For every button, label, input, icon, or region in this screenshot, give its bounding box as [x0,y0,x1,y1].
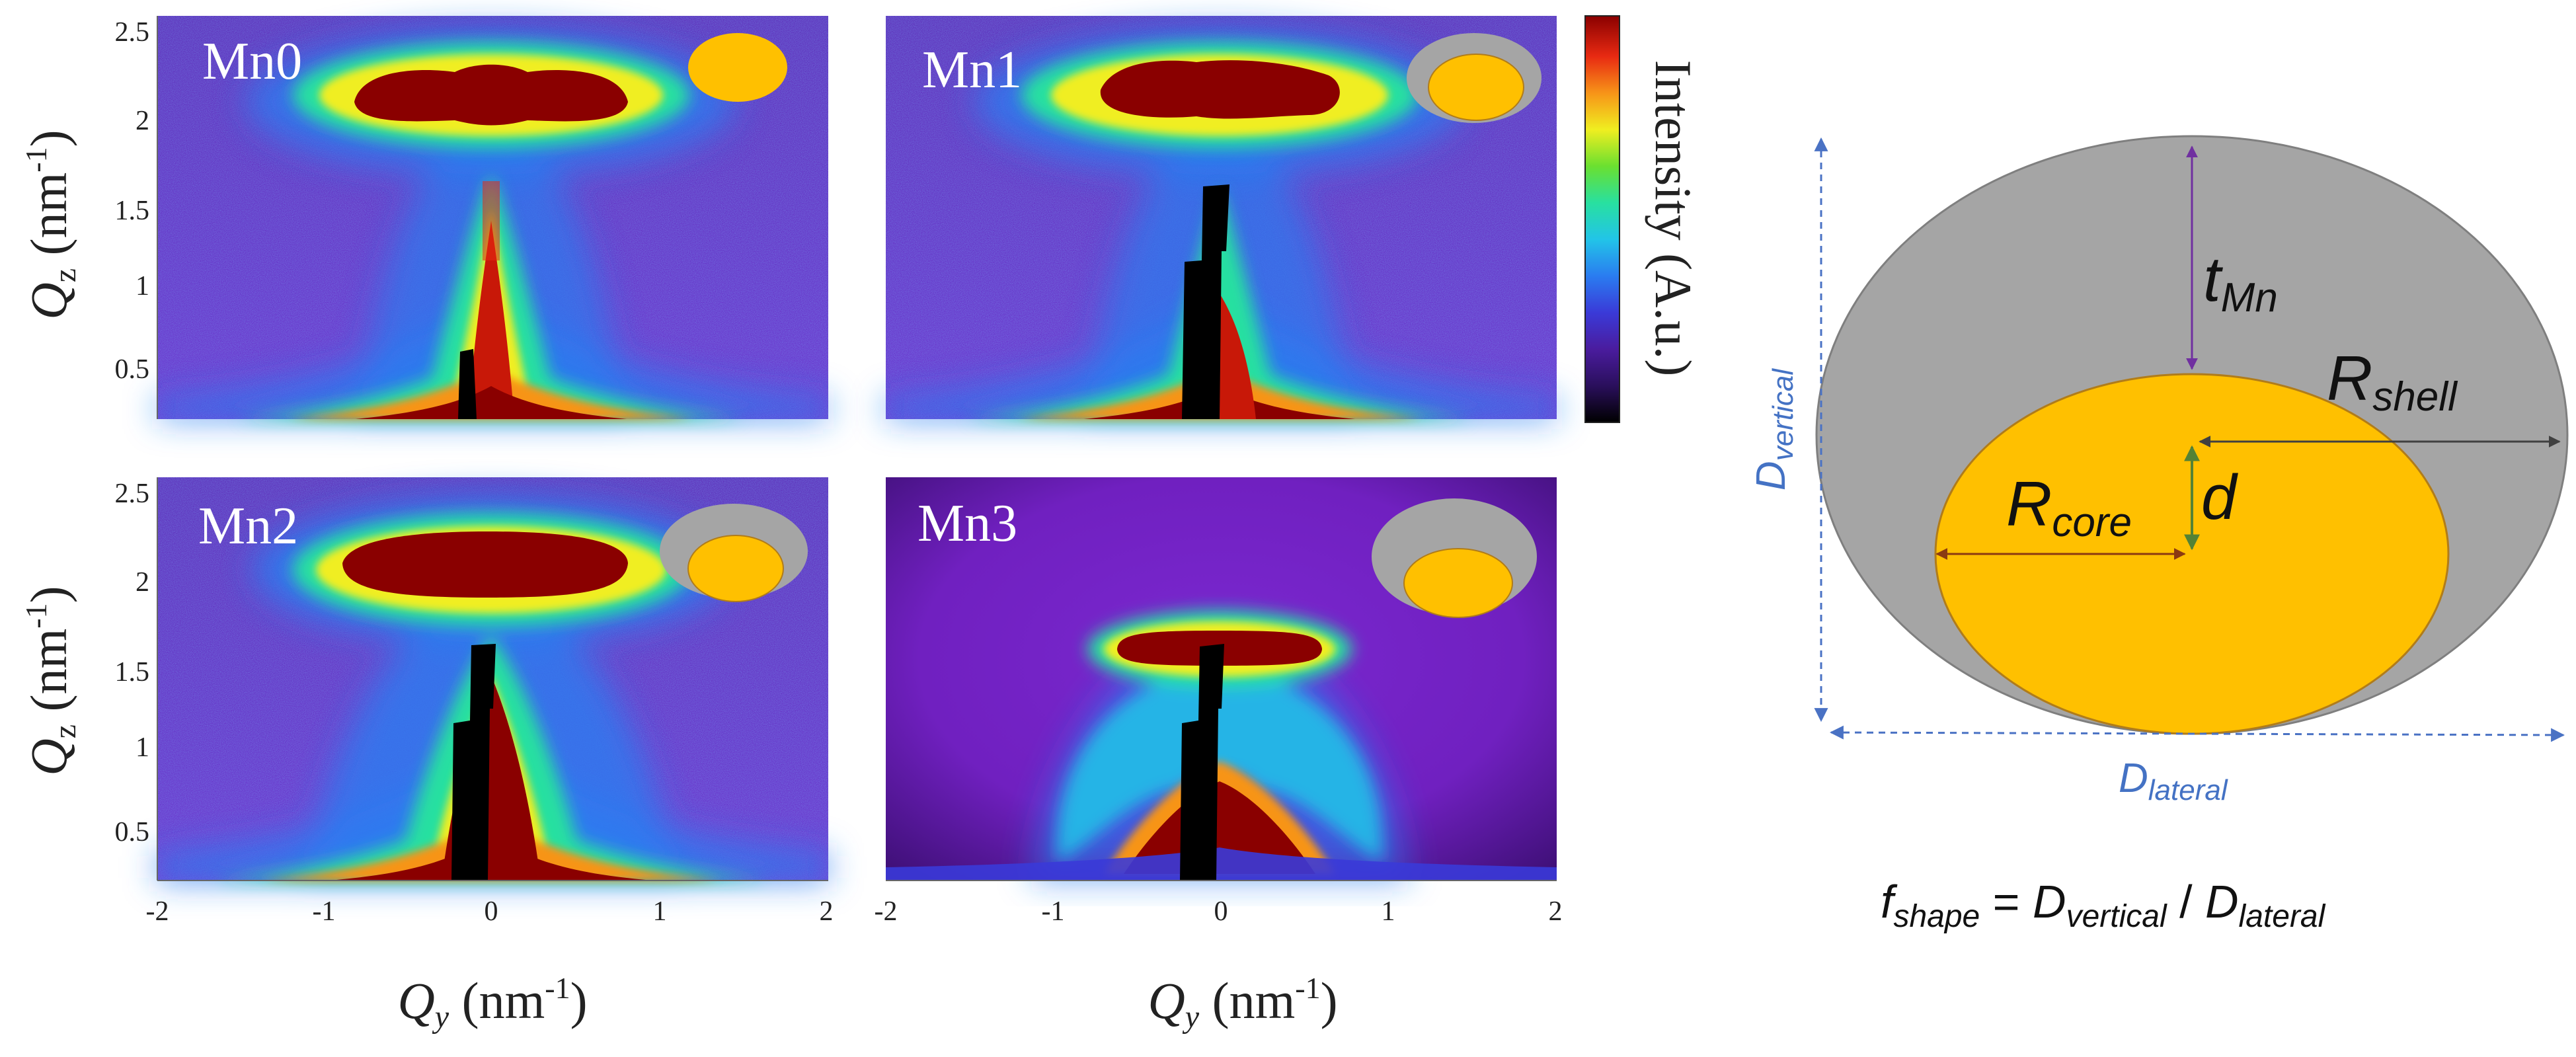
core-shell-diagram: Dvertical Dlateral tMn Rshell Rcore d fs… [1748,135,2569,934]
x-axis-left: -2 -1 0 1 2 [146,880,834,927]
colorbar-label: Intensity (A.u.) [1645,60,1702,377]
y-tick: 2 [136,106,149,136]
x-axis-label-right: Qy (nm-1) [1148,971,1337,1035]
panel-label: Mn3 [917,494,1017,553]
y-tick: 2 [136,567,149,598]
x-tick: -2 [875,896,898,927]
x-axis-right: -2 -1 0 1 2 [875,880,1563,927]
x-tick: 1 [1382,896,1395,927]
y-axis-bottom: 2.5 2 1.5 1 0.5 [115,477,158,881]
d-lateral-label: Dlateral [2119,756,2228,806]
y-tick: 1.5 [115,196,150,226]
panel-label: Mn1 [922,41,1022,99]
x-tick: 0 [485,896,498,927]
svg-text:Qy (nm-1): Qy (nm-1) [1148,971,1337,1035]
colorbar: Intensity (A.u.) [1584,15,1702,423]
x-tick: -2 [146,896,169,927]
y-axis-label-bottom: Qz (nm-1) [19,586,83,775]
y-tick: 0.5 [115,817,150,847]
panel-mn3: Mn3 [886,477,1557,881]
d-lateral-arrow [1829,725,2565,742]
x-tick: 1 [653,896,667,927]
x-tick: 0 [1214,896,1228,927]
core-only-icon [688,33,787,102]
y-axis-label-top: Qz (nm-1) [19,130,83,319]
svg-text:Qz (nm-1): Qz (nm-1) [19,130,83,319]
y-tick: 1 [136,732,149,763]
x-tick: 2 [820,896,834,927]
panel-label: Mn0 [202,32,302,91]
panel-mn0: Mn0 [157,16,828,419]
panel-label: Mn2 [198,497,298,555]
y-tick: 2.5 [115,17,150,48]
x-tick: 2 [1549,896,1563,927]
f-shape-formula: fshape = Dvertical / Dlateral [1881,876,2326,934]
y-tick: 1 [136,271,149,301]
svg-text:Qz (nm-1): Qz (nm-1) [19,586,83,775]
y-tick: 0.5 [115,354,150,385]
svg-text:Dvertical: Dvertical [1748,368,1799,490]
d-vertical-label: Dvertical [1748,368,1799,490]
panel-mn1: Mn1 [886,16,1557,419]
y-tick: 2.5 [115,479,150,509]
x-axis-label-left: Qy (nm-1) [397,971,587,1035]
d-offset-label: d [2201,462,2238,533]
r-shell-label: Rshell [2327,343,2458,420]
y-tick: 1.5 [115,657,150,687]
r-core-label: Rcore [2006,469,2132,545]
svg-text:Qy (nm-1): Qy (nm-1) [397,971,587,1035]
y-axis-top: 2.5 2 1.5 1 0.5 [115,16,158,419]
x-tick: -1 [313,896,336,927]
t-mn-label: tMn [2203,244,2278,321]
x-tick: -1 [1042,896,1065,927]
panel-mn2: Mn2 [157,477,828,881]
